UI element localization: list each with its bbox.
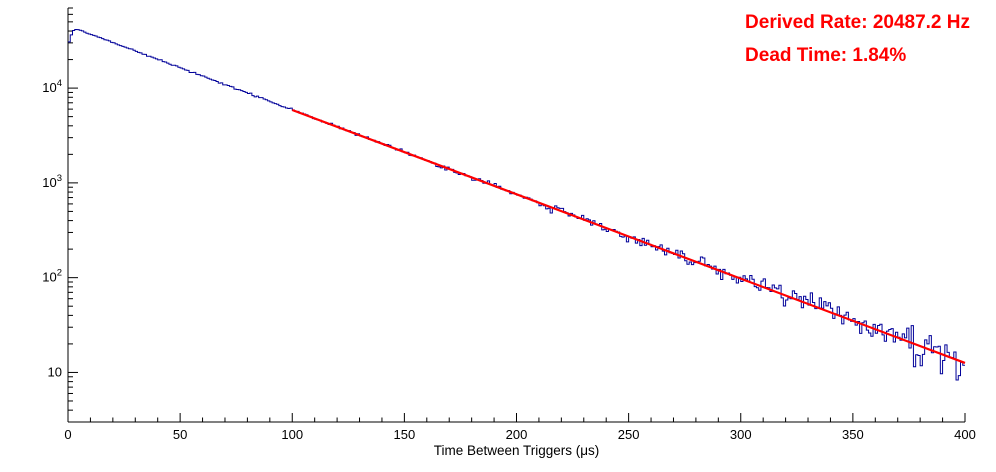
x-tick-label: 100 (281, 427, 303, 442)
x-tick-label: 300 (730, 427, 752, 442)
y-tick-label: 10 (48, 364, 62, 379)
histogram-line (68, 29, 965, 381)
y-tick-label: 103 (42, 173, 62, 190)
x-tick-label: 0 (64, 427, 71, 442)
x-tick-label: 400 (954, 427, 976, 442)
fit-line (291, 108, 966, 364)
y-tick-label: 104 (42, 78, 62, 95)
derived-rate-text: Derived Rate: 20487.2 Hz (745, 12, 970, 33)
x-tick-label: 350 (842, 427, 864, 442)
dead-time-text: Dead Time: 1.84% (745, 45, 907, 66)
x-tick-label: 50 (173, 427, 187, 442)
y-tick-label: 102 (42, 268, 62, 285)
stats-box: Derived Rate: 20487.2 Hz Dead Time: 1.84… (745, 6, 970, 72)
x-tick-label: 200 (506, 427, 528, 442)
x-axis-title: Time Between Triggers (μs) (433, 443, 600, 458)
x-tick-label: 150 (394, 427, 416, 442)
x-tick-label: 250 (618, 427, 640, 442)
